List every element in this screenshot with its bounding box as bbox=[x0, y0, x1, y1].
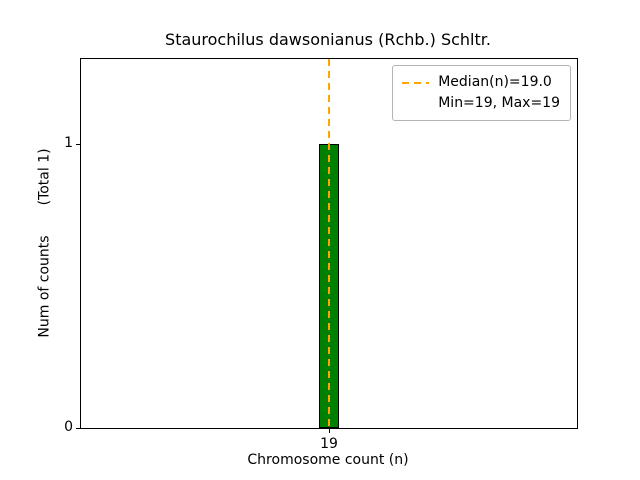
y-axis-label: Num of counts (Total 1) bbox=[37, 59, 55, 428]
legend-label-minmax: Min=19, Max=19 bbox=[438, 95, 560, 111]
legend-spacer bbox=[402, 103, 429, 105]
y-tick-label: 0 bbox=[64, 419, 73, 435]
y-tick-label: 1 bbox=[64, 135, 73, 152]
legend-entry-minmax: Min=19, Max=19 bbox=[402, 93, 560, 114]
x-axis-label: Chromosome count (n) bbox=[247, 452, 409, 468]
legend-label-median: Median(n)=19.0 bbox=[438, 74, 552, 90]
axes: Median(n)=19.0 Min=19, Max=19 19 0 1 bbox=[64, 58, 578, 452]
median-line bbox=[328, 59, 330, 428]
x-tick bbox=[329, 429, 330, 433]
y-axis-label-text: Num of counts bbox=[36, 235, 53, 338]
plot-title: Staurochilus dawsonianus (Rchb.) Schltr. bbox=[165, 30, 491, 49]
y-axis-total-note: (Total 1) bbox=[36, 148, 53, 206]
y-tick bbox=[76, 144, 80, 146]
median-dashed-line-sample bbox=[402, 81, 430, 84]
y-tick bbox=[76, 428, 80, 429]
legend: Median(n)=19.0 Min=19, Max=19 bbox=[392, 65, 571, 121]
legend-entry-median: Median(n)=19.0 bbox=[402, 72, 560, 93]
x-tick-label: 19 bbox=[320, 436, 338, 452]
